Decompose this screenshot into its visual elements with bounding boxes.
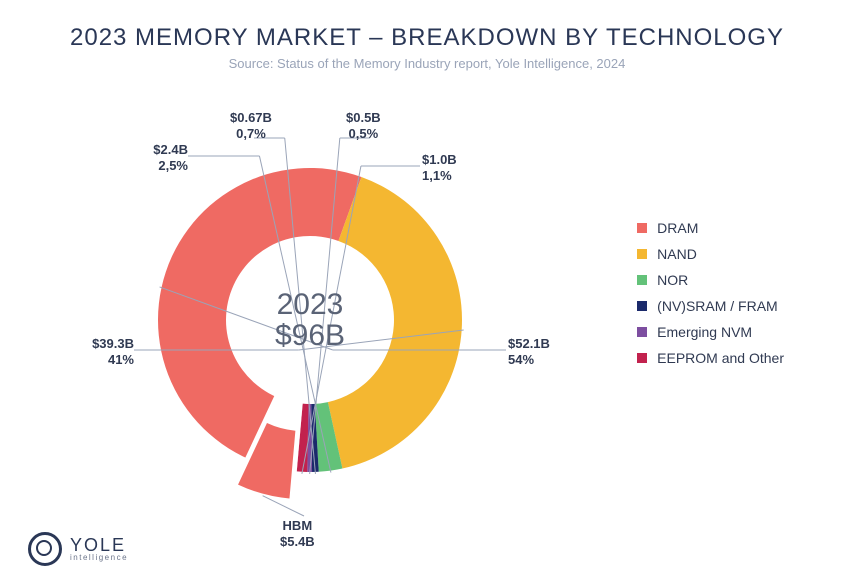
legend-swatch-dram [637, 223, 647, 233]
brand-logo-main: YOLE [70, 537, 128, 554]
legend-item-eeprom: EEPROM and Other [637, 350, 784, 366]
page: 2023 MEMORY MARKET – BREAKDOWN BY TECHNO… [0, 0, 854, 582]
legend-item-envm: Emerging NVM [637, 324, 784, 340]
callout-nand: $39.3B41% [86, 336, 134, 367]
legend-label-nand: NAND [657, 246, 697, 262]
callout-envm: $0.5B0,5% [346, 110, 381, 141]
slice-nand [328, 177, 462, 469]
chart-subtitle: Source: Status of the Memory Industry re… [0, 56, 854, 71]
legend-item-nor: NOR [637, 272, 784, 288]
legend-item-sram: (NV)SRAM / FRAM [637, 298, 784, 314]
legend-item-nand: NAND [637, 246, 784, 262]
callout-sram: $0.67B0,7% [230, 110, 272, 141]
donut-chart: 2023 $96B $52.1B54%$39.3B41%$2.4B2,5%$0.… [90, 100, 530, 540]
callout-hbm: HBM$5.4B [280, 518, 315, 549]
brand-logo: YOLE intelligence [28, 532, 128, 566]
legend-label-envm: Emerging NVM [657, 324, 752, 340]
legend-label-dram: DRAM [657, 220, 698, 236]
callout-dram: $52.1B54% [508, 336, 550, 367]
legend-swatch-nor [637, 275, 647, 285]
legend-label-sram: (NV)SRAM / FRAM [657, 298, 778, 314]
legend-label-nor: NOR [657, 272, 688, 288]
legend-item-dram: DRAM [637, 220, 784, 236]
brand-logo-icon [28, 532, 62, 566]
legend-label-eeprom: EEPROM and Other [657, 350, 784, 366]
chart-title: 2023 MEMORY MARKET – BREAKDOWN BY TECHNO… [0, 24, 854, 52]
legend: DRAM NAND NOR (NV)SRAM / FRAM Emerging NVM EE… [637, 210, 784, 376]
callout-nor: $2.4B2,5% [140, 142, 188, 173]
callout-eeprom: $1.0B1,1% [422, 152, 457, 183]
brand-logo-sub: intelligence [70, 554, 128, 562]
legend-swatch-nand [637, 249, 647, 259]
legend-swatch-eeprom [637, 353, 647, 363]
legend-swatch-sram [637, 301, 647, 311]
legend-swatch-envm [637, 327, 647, 337]
